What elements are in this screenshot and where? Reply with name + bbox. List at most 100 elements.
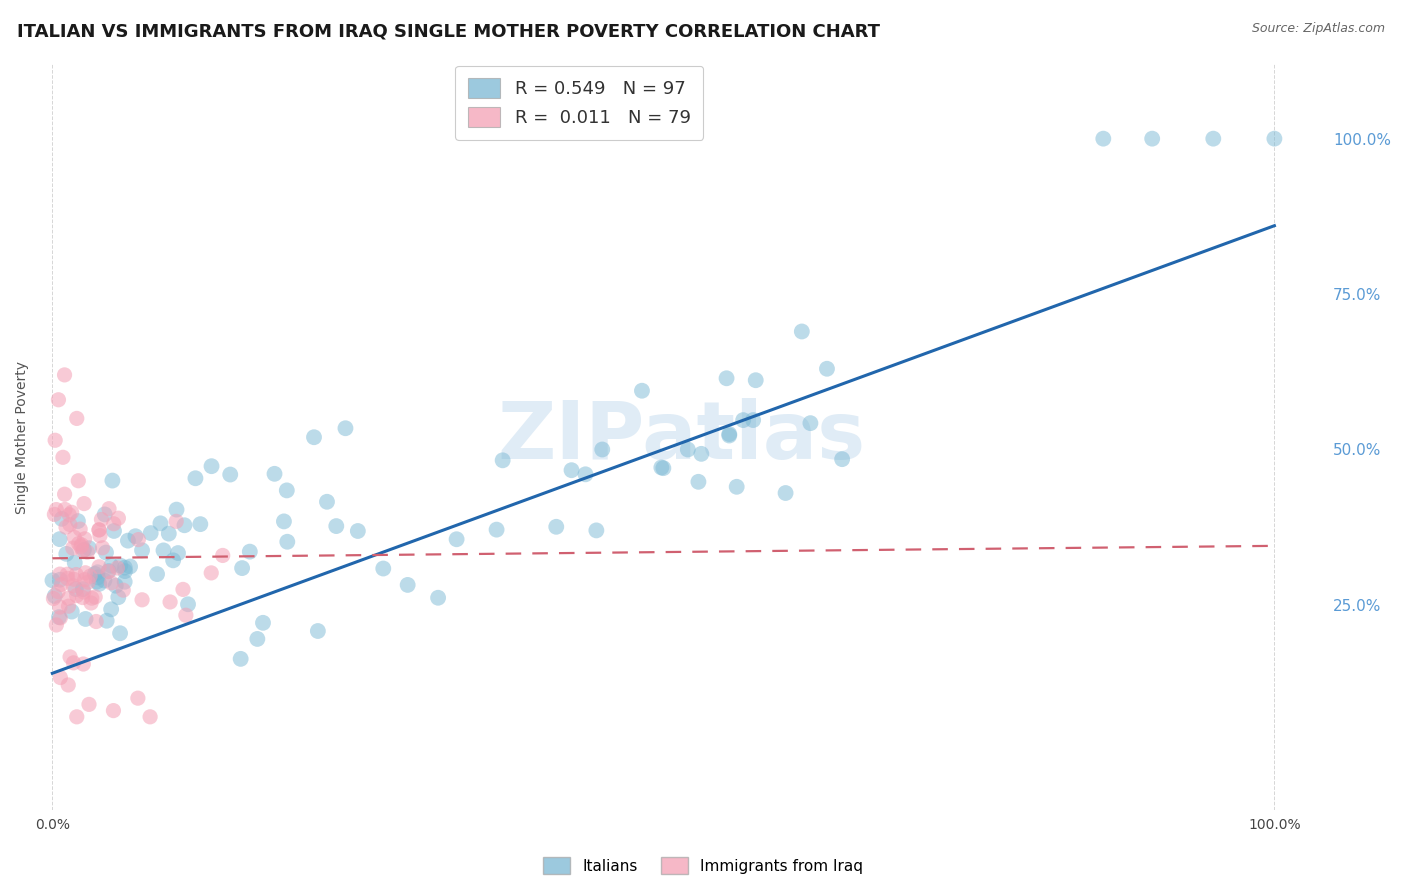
Point xyxy=(75,566,97,580)
Point xyxy=(650,460,672,475)
Legend: Italians, Immigrants from Iraq: Italians, Immigrants from Iraq xyxy=(537,851,869,880)
Point xyxy=(62,656,84,670)
Point xyxy=(159,595,181,609)
Point xyxy=(105,561,128,575)
Point xyxy=(100,558,122,573)
Point xyxy=(546,520,568,534)
Point xyxy=(263,467,285,481)
Point xyxy=(157,526,180,541)
Point xyxy=(229,652,252,666)
Point xyxy=(79,569,101,583)
Point xyxy=(718,427,741,442)
Point xyxy=(162,553,184,567)
Point xyxy=(53,502,76,516)
Point xyxy=(124,529,146,543)
Point xyxy=(742,413,765,427)
Legend: R = 0.549   N = 97, R =  0.011   N = 79: R = 0.549 N = 97, R = 0.011 N = 79 xyxy=(456,66,703,140)
Point xyxy=(90,512,112,526)
Point xyxy=(188,517,211,532)
Point xyxy=(718,428,741,442)
Point xyxy=(146,567,169,582)
Point xyxy=(87,523,110,537)
Point xyxy=(446,533,468,547)
Point xyxy=(83,566,105,581)
Point xyxy=(63,531,86,545)
Y-axis label: Single Mother Poverty: Single Mother Poverty xyxy=(15,360,30,514)
Point xyxy=(72,543,94,558)
Point xyxy=(65,567,87,582)
Point xyxy=(184,471,207,485)
Point xyxy=(96,614,118,628)
Point xyxy=(211,549,233,563)
Point xyxy=(127,533,149,547)
Point xyxy=(77,541,100,556)
Point xyxy=(1202,131,1225,145)
Point xyxy=(41,574,63,588)
Point xyxy=(44,508,66,522)
Point xyxy=(72,582,94,596)
Point xyxy=(58,591,80,606)
Point xyxy=(335,421,357,435)
Point xyxy=(44,589,66,603)
Point xyxy=(396,578,419,592)
Point xyxy=(373,561,395,575)
Point xyxy=(775,486,797,500)
Point xyxy=(103,524,125,538)
Point xyxy=(75,612,97,626)
Point xyxy=(131,543,153,558)
Point xyxy=(239,544,262,558)
Point xyxy=(49,611,72,625)
Point xyxy=(165,514,187,528)
Point xyxy=(745,373,768,387)
Point xyxy=(139,710,162,724)
Point xyxy=(716,371,738,385)
Point xyxy=(44,434,66,448)
Point xyxy=(45,618,67,632)
Point xyxy=(48,610,70,624)
Point xyxy=(87,570,110,584)
Point xyxy=(107,591,129,605)
Point xyxy=(276,534,298,549)
Point xyxy=(120,559,142,574)
Point xyxy=(62,579,84,593)
Point xyxy=(100,575,122,590)
Point xyxy=(86,566,108,580)
Point xyxy=(631,384,654,398)
Point xyxy=(66,514,89,528)
Point xyxy=(1092,131,1115,145)
Point xyxy=(103,516,125,531)
Point xyxy=(56,567,79,582)
Point xyxy=(80,591,103,606)
Point xyxy=(48,532,70,546)
Point xyxy=(200,566,222,580)
Point xyxy=(231,561,253,575)
Point xyxy=(55,547,77,561)
Point xyxy=(652,461,675,475)
Point xyxy=(63,572,86,586)
Point xyxy=(69,522,91,536)
Text: ZIPatlas: ZIPatlas xyxy=(498,398,866,476)
Point xyxy=(149,516,172,531)
Point xyxy=(591,442,613,457)
Point xyxy=(252,615,274,630)
Point xyxy=(307,624,329,638)
Point xyxy=(427,591,450,605)
Point xyxy=(104,579,127,593)
Point xyxy=(107,511,129,525)
Point xyxy=(55,520,77,534)
Point xyxy=(86,574,108,589)
Point xyxy=(131,592,153,607)
Point xyxy=(688,475,710,489)
Point xyxy=(302,430,325,444)
Point xyxy=(73,573,96,587)
Point xyxy=(76,545,98,559)
Point xyxy=(52,450,75,465)
Point xyxy=(49,671,72,685)
Point xyxy=(70,538,93,552)
Point xyxy=(89,577,111,591)
Point xyxy=(72,657,94,671)
Point xyxy=(62,541,84,555)
Point xyxy=(114,574,136,589)
Point xyxy=(492,453,515,467)
Point xyxy=(276,483,298,498)
